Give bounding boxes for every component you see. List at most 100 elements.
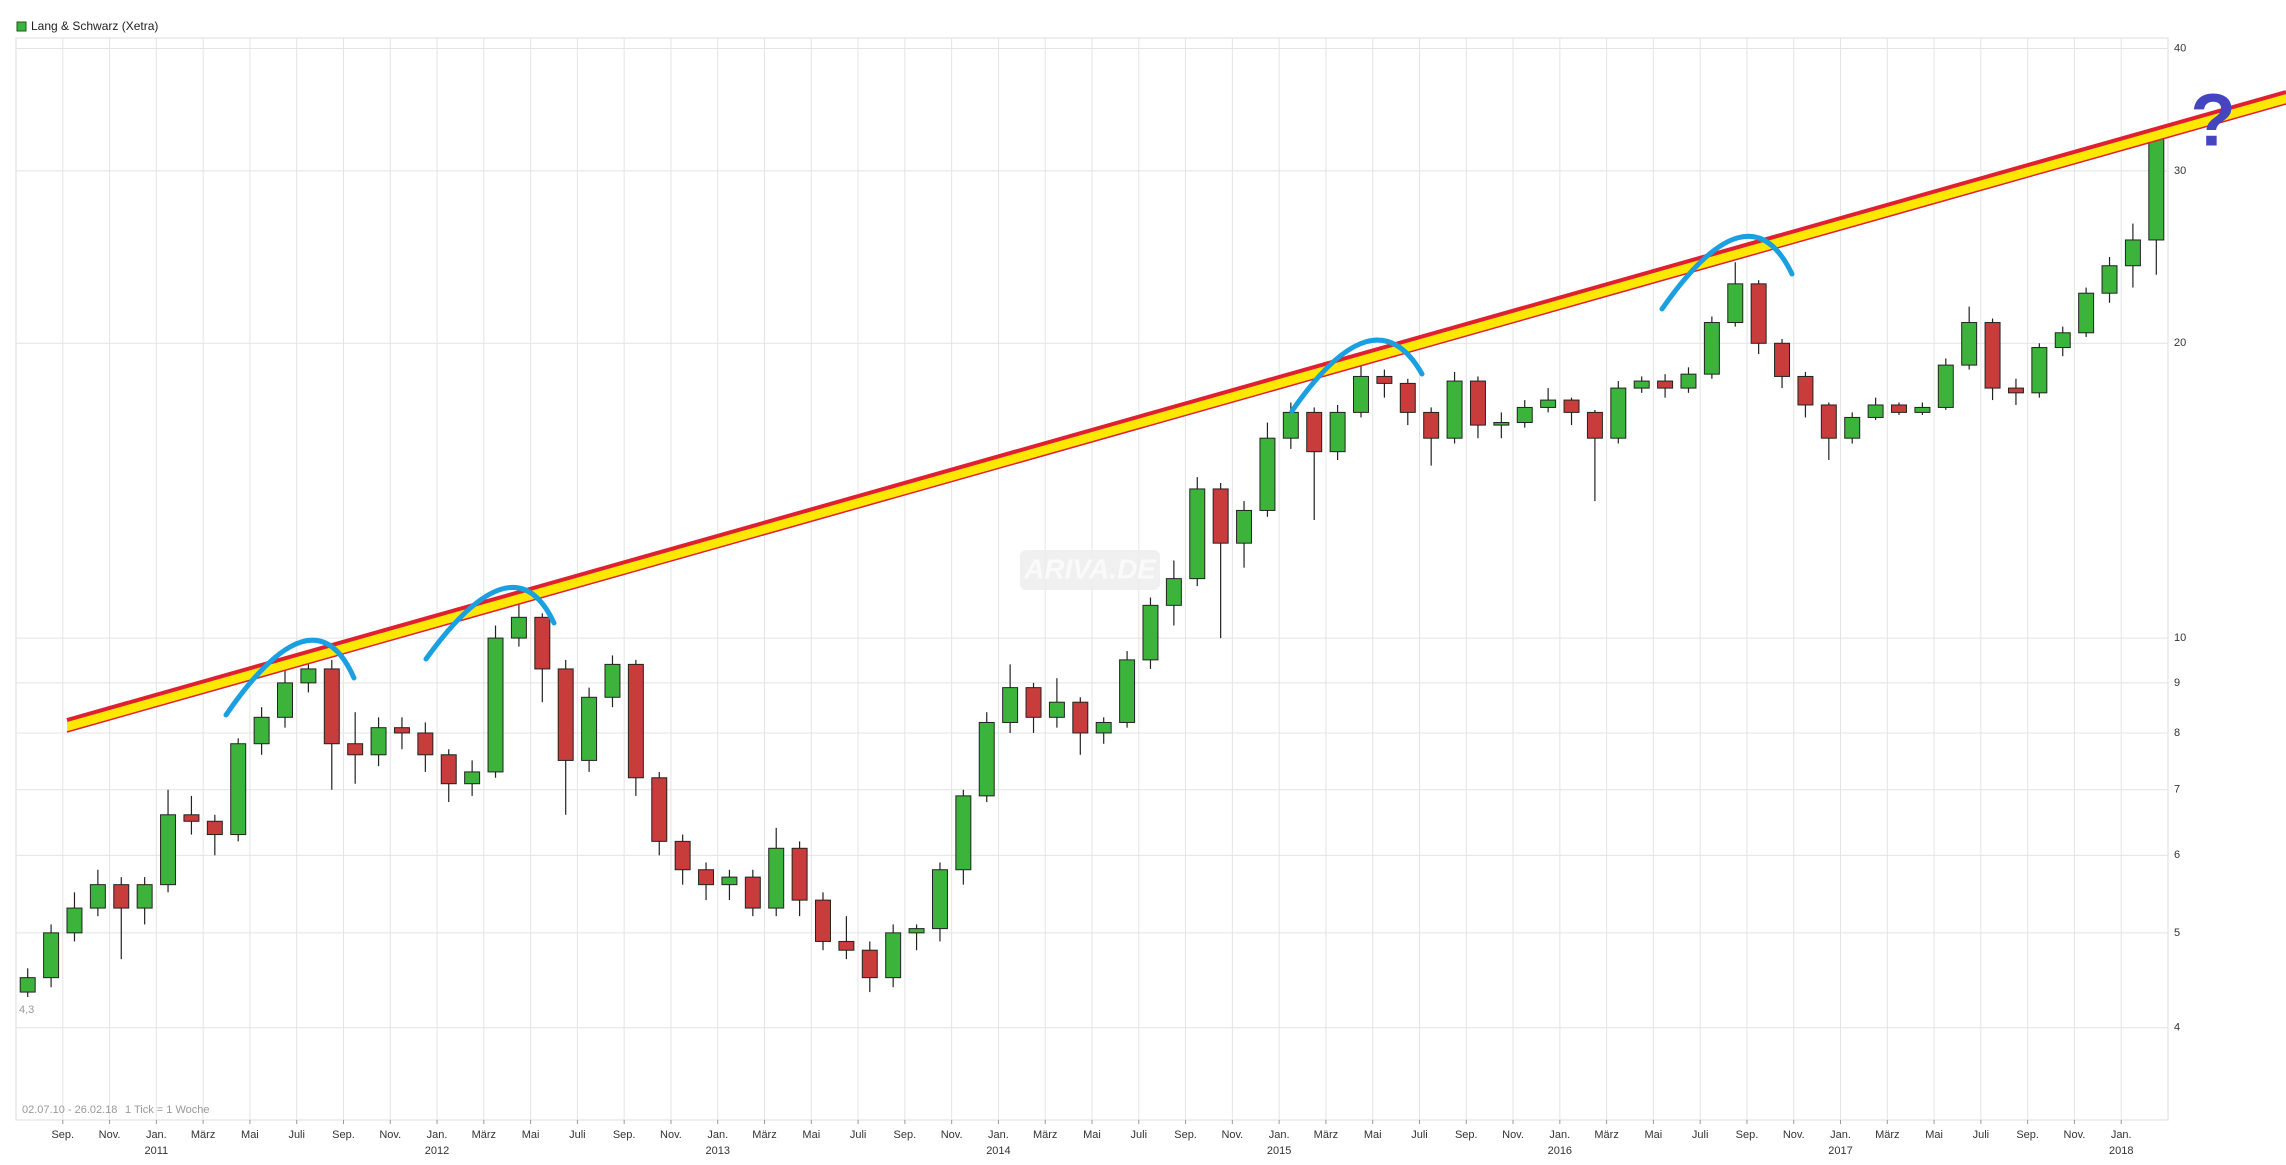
x-tick-label: Juli	[569, 1129, 586, 1141]
x-tick-label: März	[1033, 1129, 1057, 1141]
x-tick-label: Jan.	[1830, 1129, 1851, 1141]
x-tick-label: Sep.	[2016, 1129, 2039, 1141]
y-tick-label: 4	[2174, 1022, 2180, 1034]
candle-body	[323, 668, 340, 745]
x-tick-label: Mai	[522, 1129, 540, 1141]
x-tick-label: März	[1594, 1129, 1618, 1141]
candle-body	[1376, 375, 1393, 384]
question-mark: ?	[2190, 79, 2235, 162]
candle-body	[1329, 411, 1346, 453]
candle-body	[1914, 406, 1931, 413]
x-tick-label: Jan.	[146, 1129, 167, 1141]
arc	[223, 637, 357, 718]
watermark: ARIVA.DE	[1023, 553, 1157, 584]
candle-body	[885, 932, 902, 979]
year-label: 2018	[2109, 1145, 2133, 1157]
x-tick-label: Nov.	[660, 1129, 682, 1141]
candle-body	[160, 814, 177, 886]
candle-body	[1236, 509, 1253, 544]
candle-body	[277, 682, 293, 718]
y-tick-label: 40	[2174, 42, 2186, 54]
candle-body	[487, 637, 504, 773]
trend-line-bottom	[66, 103, 2286, 733]
candle-body	[1282, 411, 1299, 439]
candle-body	[43, 932, 60, 979]
candle-body	[1657, 380, 1674, 389]
candle-body	[1844, 416, 1861, 439]
y-tick-label: 10	[2174, 632, 2186, 644]
x-tick-label: Jan.	[1549, 1129, 1570, 1141]
y-tick-label: 5	[2174, 927, 2180, 939]
trend-line-top	[66, 90, 2286, 722]
candle-body	[557, 668, 574, 761]
candle-body	[1259, 437, 1276, 511]
y-tick-label: 20	[2174, 337, 2186, 349]
candle-body	[1119, 659, 1136, 723]
candle-body	[136, 884, 153, 909]
chart-title: Lang & Schwarz (Xetra)	[31, 19, 158, 33]
x-tick-label: März	[472, 1129, 496, 1141]
x-tick-label: Mai	[241, 1129, 259, 1141]
start-label: 4,3	[19, 1004, 34, 1016]
watermark-bg	[1020, 550, 1160, 590]
x-tick-label: März	[1314, 1129, 1338, 1141]
candle-body	[1610, 387, 1627, 439]
candle-body	[534, 616, 551, 670]
candle-body	[2031, 347, 2048, 394]
candle-body	[1002, 687, 1019, 723]
candle-body	[1563, 399, 1580, 413]
x-tick-label: Nov.	[941, 1129, 963, 1141]
candle-body	[1142, 604, 1159, 661]
y-tick-label: 6	[2174, 849, 2180, 861]
candle-body	[1165, 578, 1182, 606]
candle-body	[206, 820, 223, 836]
year-label: 2013	[705, 1145, 729, 1157]
candle-body	[253, 716, 270, 745]
candle-body	[1586, 411, 1603, 439]
candle-body	[2148, 136, 2165, 241]
x-tick-label: Juli	[288, 1129, 305, 1141]
x-tick-label: Nov.	[1502, 1129, 1524, 1141]
year-label: 2011	[145, 1145, 169, 1157]
x-tick-label: März	[191, 1129, 215, 1141]
candle-body	[1703, 322, 1720, 375]
candle-body	[1820, 404, 1837, 439]
candle-body	[978, 721, 995, 797]
y-tick-label: 9	[2174, 677, 2180, 689]
candle-body	[66, 907, 83, 934]
candle-body	[230, 743, 247, 836]
candle-body	[2101, 265, 2118, 294]
candle-body	[698, 869, 715, 886]
candle-body	[1961, 322, 1978, 366]
candle-body	[604, 663, 621, 698]
candle-body	[1072, 701, 1089, 734]
candle-body	[347, 743, 364, 756]
candle-body	[955, 795, 972, 871]
tick-info: 1 Tick = 1 Woche	[125, 1104, 209, 1116]
candle-body	[393, 727, 410, 734]
x-tick-label: Sep.	[1736, 1129, 1759, 1141]
y-tick-label: 8	[2174, 727, 2180, 739]
x-tick-label: Sep.	[1174, 1129, 1197, 1141]
x-tick-label: März	[1875, 1129, 1899, 1141]
x-tick-label: Jan.	[427, 1129, 448, 1141]
candle-body	[2124, 239, 2141, 267]
trend-fill	[67, 92, 2286, 732]
candle-body	[1493, 422, 1510, 426]
candle-body	[908, 928, 925, 934]
candle-body	[1212, 488, 1229, 544]
candle-body	[1867, 404, 1884, 418]
arc	[1659, 233, 1795, 312]
year-label: 2016	[1548, 1145, 1572, 1157]
year-label: 2017	[1828, 1145, 1852, 1157]
candle-body	[1423, 411, 1440, 439]
x-tick-label: Jan.	[707, 1129, 728, 1141]
candle-body	[627, 663, 644, 779]
candle-body	[838, 940, 855, 951]
trend-band	[66, 90, 2286, 733]
candle-body	[1633, 380, 1650, 389]
candle-body	[1891, 404, 1907, 413]
x-tick-label: Nov.	[379, 1129, 401, 1141]
x-tick-label: Mai	[1364, 1129, 1382, 1141]
candle-body	[1750, 283, 1767, 344]
